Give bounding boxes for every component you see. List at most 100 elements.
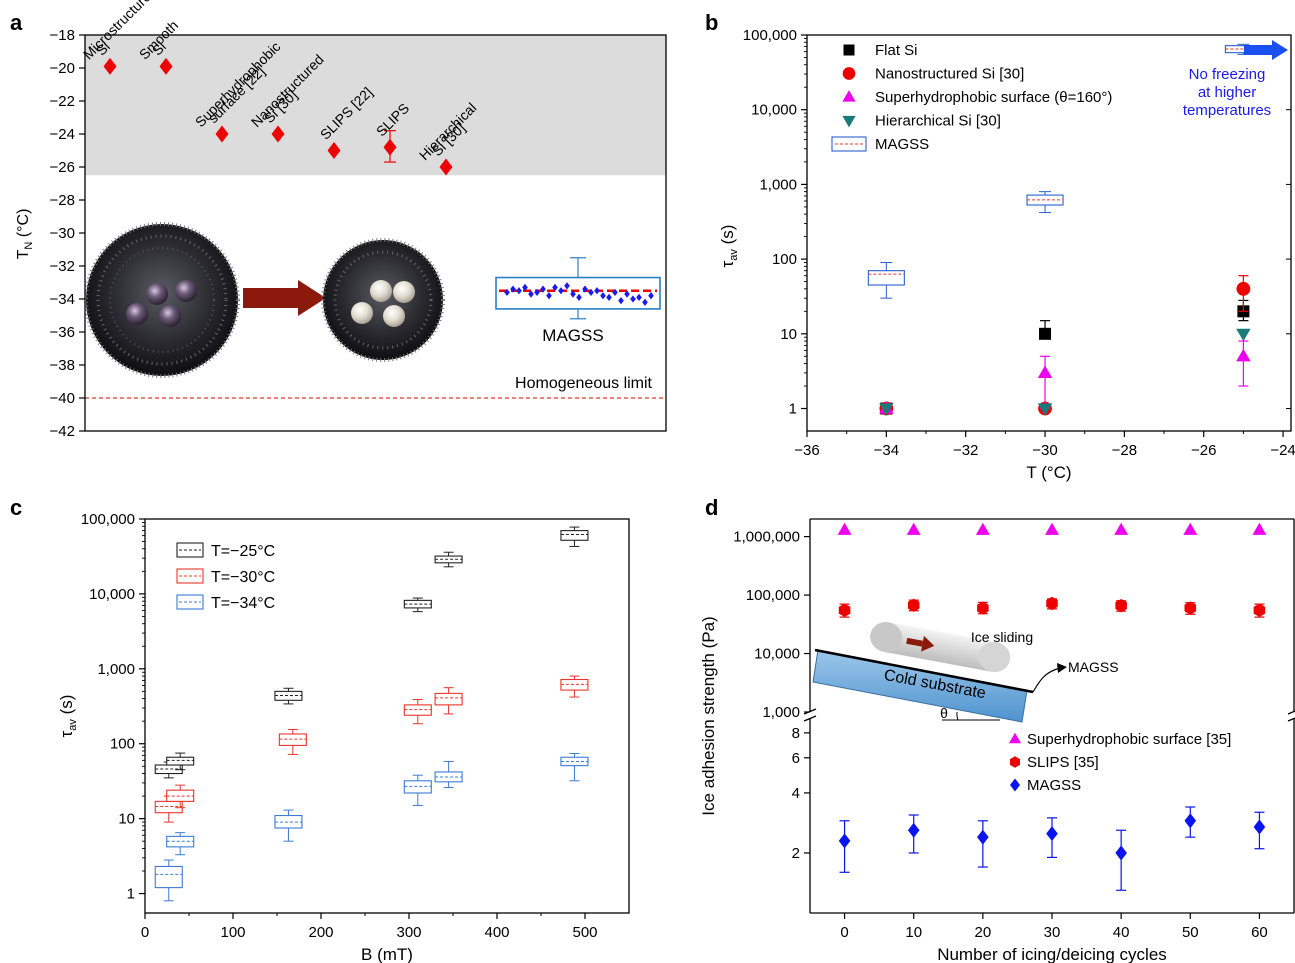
legend-marker: [842, 90, 856, 102]
data-point: [1039, 327, 1052, 340]
scatter-point: [612, 288, 618, 297]
x-tick-label: −28: [1112, 442, 1137, 459]
scatter-point: [570, 290, 576, 298]
panel-b: −36 −34 −32 −30 −28 −26 −24 1 10 100 1,000 10,000 10…: [718, 27, 1295, 482]
plot-frame: [806, 34, 1292, 432]
y-tick-label: 1,000: [762, 704, 800, 721]
y-tick-label: 10,000: [751, 102, 797, 119]
scatter-point: [588, 288, 594, 297]
x-tick-label: −32: [953, 442, 978, 459]
y-tick-label: −34: [50, 291, 75, 308]
y-tick-label: −24: [50, 126, 75, 143]
y-tick-label: 100: [110, 736, 135, 753]
data-point: [1115, 598, 1127, 613]
shaded-region: [85, 35, 666, 176]
scatter-point: [504, 288, 510, 297]
y-tick-label: 6: [792, 750, 800, 767]
panel-label-a: a: [10, 10, 23, 35]
scatter-point: [606, 293, 612, 301]
y-tick-label: 1: [789, 401, 797, 418]
legend-label: SLIPS [35]: [1027, 754, 1099, 771]
panel-a: Homogeneous limit MA: [15, 0, 667, 440]
box: [867, 270, 905, 286]
legend-label: MAGSS: [875, 136, 929, 153]
panel-d: 0 10 20 30 40 50 60 1,000 10,000 100,000 1,000,000…: [699, 518, 1295, 963]
plot-frame: [144, 518, 630, 914]
annotation-line-2: at higher: [1198, 84, 1256, 101]
dish-photo-before: [84, 222, 240, 378]
y-tick-label: 1,000: [97, 661, 135, 678]
legend-box: [831, 136, 867, 152]
data-point: [879, 403, 894, 417]
x-tick-label: −30: [1032, 442, 1057, 459]
box: [403, 780, 432, 794]
magss-pointer-label: MAGSS: [1068, 659, 1119, 675]
y-axis-label: TN (°C): [15, 209, 35, 260]
legend-marker: [1010, 756, 1020, 768]
x-tick-label: 300: [396, 924, 421, 941]
x-tick-label: 400: [484, 924, 509, 941]
y-tick-label: −40: [50, 390, 75, 407]
magss-box: [495, 257, 661, 320]
y-tick-label: −32: [50, 258, 75, 275]
axis-break-mark: [1287, 717, 1295, 722]
y-tick-label: −20: [50, 60, 75, 77]
homogeneous-limit-label: Homogeneous limit: [515, 375, 653, 392]
y-tick-label: −30: [50, 225, 75, 242]
scatter-point: [642, 298, 648, 306]
data-point: [1114, 522, 1129, 535]
scatter-point: [624, 290, 630, 298]
box: [166, 756, 195, 766]
data-point: [271, 125, 285, 143]
y-tick-label: 10: [118, 811, 135, 828]
data-point: [1184, 601, 1197, 615]
y-tick-label: 100,000: [743, 27, 797, 44]
legend-label: T=−25°C: [211, 543, 275, 560]
y-tick-label: 100,000: [746, 587, 800, 604]
data-point: [1253, 819, 1266, 835]
data-point: [1184, 813, 1197, 829]
scatter-point: [594, 287, 600, 295]
data-point: [439, 158, 453, 176]
x-tick-label: −24: [1270, 442, 1295, 459]
x-axis-label: T (°C): [1026, 463, 1071, 482]
scatter-point: [636, 293, 642, 301]
panel-label-c: c: [10, 495, 22, 520]
x-tick-label: −36: [794, 442, 819, 459]
x-tick-label: −26: [1191, 442, 1216, 459]
legend-marker: [843, 44, 855, 56]
y-tick-label: −22: [50, 93, 75, 110]
droplet: [126, 303, 148, 325]
y-tick-label: 10,000: [754, 646, 800, 663]
data-point: [977, 601, 989, 615]
data-point: [383, 138, 397, 156]
ice-block: [870, 621, 1011, 673]
x-tick-label: 10: [905, 924, 922, 941]
legend-marker: [1010, 778, 1020, 792]
data-point: [837, 522, 852, 535]
scatter-point: [618, 297, 624, 305]
y-tick-label: 100,000: [81, 511, 135, 528]
data-point: [1046, 826, 1058, 842]
pointer-arrow: [1032, 667, 1061, 693]
y-tick-label: 1,000: [759, 176, 797, 193]
data-point: [975, 522, 990, 535]
y-tick-label: 8: [792, 725, 800, 742]
data-point: [1037, 365, 1053, 378]
data-point: [1236, 328, 1251, 342]
legend-label: Flat Si: [875, 42, 918, 59]
y-tick-label: −38: [50, 357, 75, 374]
data-point: [1253, 603, 1266, 617]
x-tick-label: 0: [840, 924, 848, 941]
y-tick-label: 10: [780, 326, 797, 343]
dish-photo-after: [321, 238, 445, 362]
frozen-droplet: [370, 280, 392, 302]
data-point: [215, 125, 229, 143]
legend-label: Hierarchical Si [30]: [875, 113, 1001, 130]
y-tick-label: 10,000: [89, 586, 135, 603]
scatter-point: [510, 285, 516, 293]
box: [560, 530, 589, 541]
legend-marker: [842, 67, 856, 80]
data-point: [1252, 522, 1267, 535]
